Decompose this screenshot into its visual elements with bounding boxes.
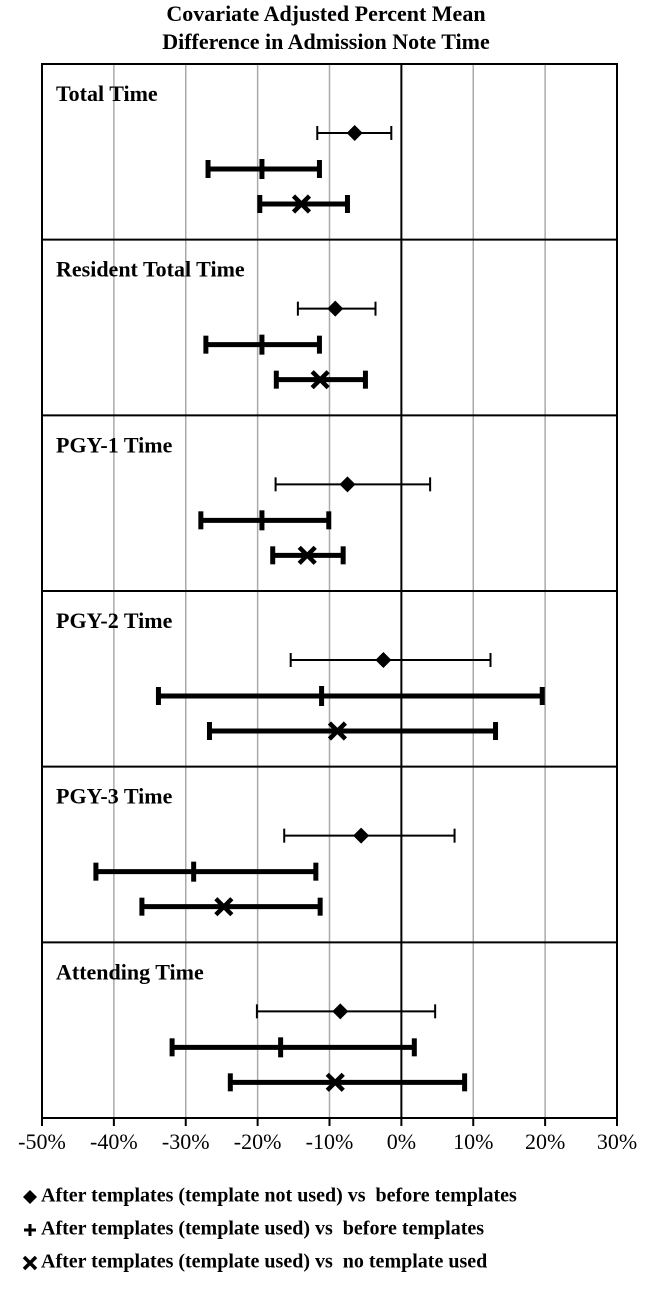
panel-label: PGY-3 Time [56, 784, 173, 809]
chart-title: Difference in Admission Note Time [162, 29, 490, 54]
x-tick-label: 10% [453, 1129, 493, 1154]
panel-label: Attending Time [56, 959, 204, 984]
point-plus [259, 510, 265, 531]
point-x [327, 721, 347, 741]
legend-label: After templates (template not used) vs b… [41, 1185, 517, 1207]
legend-symbol [23, 1190, 37, 1204]
point-plus [259, 334, 265, 355]
chart-title: Covariate Adjusted Percent Mean [166, 1, 485, 26]
panel-label: Resident Total Time [56, 257, 245, 282]
legend-symbol [24, 1224, 36, 1236]
x-tick-label: -10% [306, 1129, 354, 1154]
x-tick-label: -30% [162, 1129, 210, 1154]
point-diamond [375, 652, 392, 668]
legend-symbol [22, 1255, 38, 1271]
x-tick-label: 0% [387, 1129, 416, 1154]
x-tick-label: -20% [234, 1129, 282, 1154]
point-diamond [353, 827, 370, 844]
point-diamond [346, 125, 363, 141]
x-tick-label: -40% [90, 1129, 138, 1154]
point-plus [319, 686, 325, 706]
point-plus [259, 159, 265, 179]
point-diamond [339, 476, 356, 493]
x-tick-label: 20% [525, 1129, 565, 1154]
point-x [291, 194, 312, 214]
point-x [214, 897, 234, 917]
point-plus [278, 1037, 284, 1058]
legend-label: After templates (template used) vs befor… [41, 1218, 484, 1240]
x-tick-label: 30% [597, 1129, 637, 1154]
point-x [325, 1072, 345, 1092]
x-tick-label: -50% [18, 1129, 66, 1154]
panel-label: Total Time [56, 81, 158, 106]
point-plus [191, 861, 197, 882]
point-diamond [332, 1003, 349, 1020]
point-x [297, 545, 317, 565]
panel-label: PGY-1 Time [56, 432, 173, 457]
panel-label: PGY-2 Time [56, 608, 173, 633]
legend-label: After templates (template used) vs no te… [41, 1251, 487, 1273]
point-x [310, 370, 330, 390]
point-diamond [327, 300, 344, 317]
